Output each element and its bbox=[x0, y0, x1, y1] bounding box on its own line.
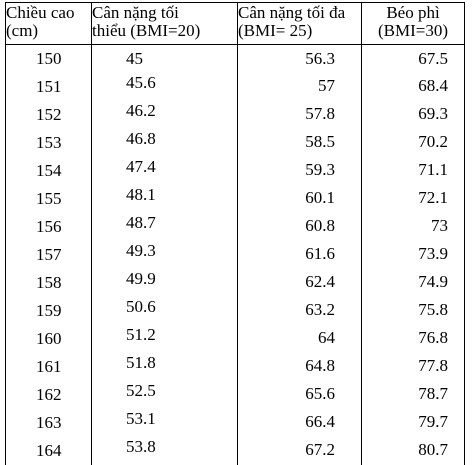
cell-min-weight: 48.1 bbox=[92, 185, 238, 213]
cell-min-weight: 45 bbox=[92, 45, 238, 74]
cell-obese: 69.3 bbox=[362, 101, 465, 129]
cell-max-weight: 58.5 bbox=[238, 129, 362, 157]
cell-height: 155 bbox=[6, 185, 92, 213]
cell-min-weight: 53.8 bbox=[92, 437, 238, 465]
cell-height: 150 bbox=[6, 45, 92, 74]
cell-max-weight: 57.8 bbox=[238, 101, 362, 129]
cell-max-weight: 67.2 bbox=[238, 437, 362, 465]
header-height-line1: Chiều cao bbox=[6, 4, 91, 22]
cell-height: 152 bbox=[6, 101, 92, 129]
header-min-weight-line1: Cân nặng tối bbox=[92, 4, 237, 22]
cell-height: 153 bbox=[6, 129, 92, 157]
cell-height: 161 bbox=[6, 353, 92, 381]
cell-height: 163 bbox=[6, 409, 92, 437]
cell-max-weight: 65.6 bbox=[238, 381, 362, 409]
cell-min-weight: 48.7 bbox=[92, 213, 238, 241]
cell-obese: 77.8 bbox=[362, 353, 465, 381]
cell-height: 157 bbox=[6, 241, 92, 269]
cell-min-weight: 46.2 bbox=[92, 101, 238, 129]
header-height-line2: (cm) bbox=[6, 22, 91, 40]
header-obese-line2: (BMI=30) bbox=[362, 22, 464, 40]
cell-obese: 78.7 bbox=[362, 381, 465, 409]
cell-obese: 72.1 bbox=[362, 185, 465, 213]
cell-obese: 71.1 bbox=[362, 157, 465, 185]
cell-obese: 67.5 bbox=[362, 45, 465, 74]
cell-max-weight: 61.6 bbox=[238, 241, 362, 269]
cell-max-weight: 63.2 bbox=[238, 297, 362, 325]
cell-obese: 75.8 bbox=[362, 297, 465, 325]
cell-max-weight: 66.4 bbox=[238, 409, 362, 437]
cell-obese: 80.7 bbox=[362, 437, 465, 465]
cell-max-weight: 64 bbox=[238, 325, 362, 353]
cell-obese: 73 bbox=[362, 213, 465, 241]
cell-height: 159 bbox=[6, 297, 92, 325]
cell-max-weight: 60.8 bbox=[238, 213, 362, 241]
cell-obese: 79.7 bbox=[362, 409, 465, 437]
cell-obese: 70.2 bbox=[362, 129, 465, 157]
cell-min-weight: 45.6 bbox=[92, 73, 238, 101]
header-min-weight-line2: thiểu (BMI=20) bbox=[92, 22, 237, 40]
cell-height: 156 bbox=[6, 213, 92, 241]
cell-height: 162 bbox=[6, 381, 92, 409]
cell-max-weight: 62.4 bbox=[238, 269, 362, 297]
bmi-weight-table: Chiều cao (cm) Cân nặng tối thiểu (BMI=2… bbox=[5, 2, 465, 465]
cell-min-weight: 47.4 bbox=[92, 157, 238, 185]
cell-obese: 76.8 bbox=[362, 325, 465, 353]
cell-height: 158 bbox=[6, 269, 92, 297]
cell-height: 151 bbox=[6, 73, 92, 101]
cell-max-weight: 59.3 bbox=[238, 157, 362, 185]
header-height: Chiều cao (cm) bbox=[6, 3, 92, 45]
cell-height: 160 bbox=[6, 325, 92, 353]
header-min-weight: Cân nặng tối thiểu (BMI=20) bbox=[92, 3, 238, 45]
cell-min-weight: 53.1 bbox=[92, 409, 238, 437]
cell-min-weight: 51.8 bbox=[92, 353, 238, 381]
cell-max-weight: 60.1 bbox=[238, 185, 362, 213]
cell-max-weight: 57 bbox=[238, 73, 362, 101]
header-row: Chiều cao (cm) Cân nặng tối thiểu (BMI=2… bbox=[6, 3, 465, 45]
header-max-weight-line1: Cân nặng tối đa bbox=[238, 4, 361, 22]
table-header: Chiều cao (cm) Cân nặng tối thiểu (BMI=2… bbox=[6, 3, 465, 45]
cell-obese: 73.9 bbox=[362, 241, 465, 269]
cell-min-weight: 49.3 bbox=[92, 241, 238, 269]
cell-obese: 74.9 bbox=[362, 269, 465, 297]
cell-height: 164 bbox=[6, 437, 92, 465]
cell-min-weight: 52.5 bbox=[92, 381, 238, 409]
cell-max-weight: 56.3 bbox=[238, 45, 362, 74]
cell-min-weight: 49.9 bbox=[92, 269, 238, 297]
header-max-weight-line2: (BMI= 25) bbox=[238, 22, 361, 40]
cell-min-weight: 46.8 bbox=[92, 129, 238, 157]
header-obese: Béo phì (BMI=30) bbox=[362, 3, 465, 45]
cell-min-weight: 51.2 bbox=[92, 325, 238, 353]
cell-height: 154 bbox=[6, 157, 92, 185]
cell-min-weight: 50.6 bbox=[92, 297, 238, 325]
cell-obese: 68.4 bbox=[362, 73, 465, 101]
cell-max-weight: 64.8 bbox=[238, 353, 362, 381]
header-max-weight: Cân nặng tối đa (BMI= 25) bbox=[238, 3, 362, 45]
header-obese-line1: Béo phì bbox=[362, 4, 464, 22]
